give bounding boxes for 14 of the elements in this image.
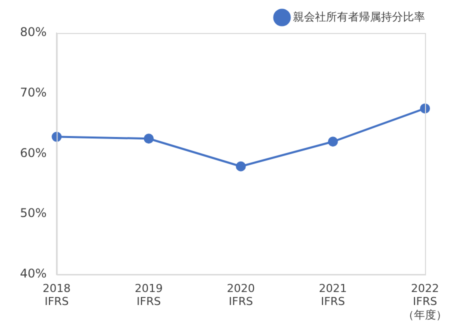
x-tick-label: 2021 IFRS xyxy=(318,282,347,308)
y-tick-label: 50% xyxy=(20,206,47,220)
x-tick-label: 2022 IFRS （年度） xyxy=(403,282,447,322)
point xyxy=(328,136,338,147)
legend-label: 親会社所有者帰属持分比率 xyxy=(293,10,425,24)
point xyxy=(236,161,246,172)
y-tick-label: 70% xyxy=(20,85,47,100)
x-tick-label: 2019 IFRS xyxy=(134,282,163,308)
x-tick-label: 2018 IFRS xyxy=(42,282,71,308)
x-tick-label: 2020 IFRS xyxy=(226,282,255,308)
y-tick-label: 40% xyxy=(20,266,47,281)
y-tick-label: 60% xyxy=(20,146,47,160)
point xyxy=(144,134,154,144)
y-tick-label: 80% xyxy=(20,25,47,40)
